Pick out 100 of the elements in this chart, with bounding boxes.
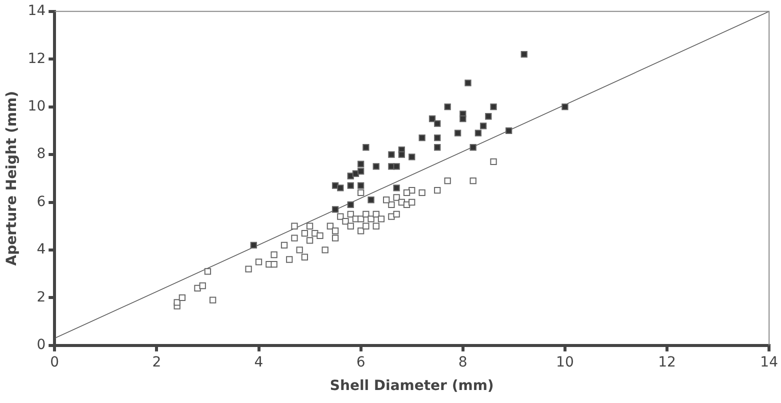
point bbox=[480, 122, 487, 130]
x-tick-label: 0 bbox=[50, 354, 60, 370]
y-tick-label: 0 bbox=[36, 337, 46, 354]
point bbox=[322, 246, 328, 254]
point bbox=[342, 218, 349, 225]
point bbox=[209, 296, 216, 304]
point bbox=[357, 189, 364, 196]
x-tick-label: 2 bbox=[152, 354, 162, 370]
y-tick-label: 10 bbox=[28, 98, 46, 114]
point bbox=[332, 234, 339, 242]
point bbox=[434, 187, 441, 194]
y-tick-label: 8 bbox=[36, 146, 46, 162]
point bbox=[337, 184, 344, 192]
point bbox=[372, 222, 380, 230]
point bbox=[255, 258, 262, 266]
point bbox=[332, 228, 339, 234]
y-tick-label: 12 bbox=[28, 50, 46, 67]
point bbox=[398, 151, 405, 158]
point bbox=[362, 144, 370, 151]
point bbox=[362, 210, 370, 218]
point bbox=[347, 182, 354, 189]
point bbox=[418, 134, 426, 142]
point bbox=[408, 154, 416, 160]
y-tick-label: 2 bbox=[36, 289, 46, 306]
point bbox=[357, 216, 364, 222]
point bbox=[280, 242, 288, 249]
point bbox=[301, 230, 308, 237]
point bbox=[357, 228, 364, 234]
point bbox=[291, 234, 298, 242]
point bbox=[460, 115, 466, 122]
x-tick-label: 8 bbox=[458, 354, 468, 370]
point bbox=[368, 216, 374, 222]
point bbox=[470, 144, 476, 151]
point bbox=[454, 130, 462, 136]
point bbox=[408, 198, 416, 206]
point bbox=[347, 222, 354, 230]
point bbox=[245, 266, 252, 272]
point bbox=[388, 213, 395, 220]
point bbox=[393, 163, 400, 170]
y-tick-label: 6 bbox=[36, 194, 46, 210]
point bbox=[444, 104, 451, 110]
point bbox=[250, 242, 257, 249]
point bbox=[326, 222, 334, 230]
point bbox=[505, 127, 512, 134]
point bbox=[474, 130, 482, 136]
point bbox=[286, 256, 293, 263]
point bbox=[434, 134, 441, 142]
point bbox=[301, 254, 308, 260]
point bbox=[270, 251, 278, 258]
y-tick-label: 4 bbox=[36, 242, 46, 258]
point bbox=[444, 177, 451, 184]
point bbox=[434, 120, 441, 127]
point bbox=[332, 182, 339, 189]
point bbox=[434, 144, 441, 151]
point bbox=[362, 222, 370, 230]
point bbox=[418, 189, 426, 196]
point bbox=[388, 151, 395, 158]
point bbox=[270, 260, 278, 268]
x-axis-title: Shell Diameter (mm) bbox=[330, 378, 494, 394]
point bbox=[368, 196, 374, 204]
point bbox=[388, 201, 395, 208]
point bbox=[347, 172, 354, 180]
point bbox=[306, 237, 314, 244]
point bbox=[347, 201, 354, 208]
point bbox=[316, 232, 324, 239]
point bbox=[393, 210, 400, 218]
point bbox=[194, 284, 201, 292]
point bbox=[291, 222, 298, 230]
point bbox=[403, 189, 410, 196]
point bbox=[357, 168, 364, 175]
point bbox=[372, 210, 380, 218]
point bbox=[372, 163, 380, 170]
x-tick-label: 14 bbox=[760, 354, 778, 370]
x-tick-label: 10 bbox=[556, 354, 574, 370]
x-tick-label: 6 bbox=[356, 354, 366, 370]
y-tick-label: 14 bbox=[28, 3, 46, 20]
x-tick-label: 4 bbox=[254, 354, 264, 370]
point bbox=[378, 216, 385, 222]
point bbox=[562, 104, 568, 110]
point bbox=[337, 213, 344, 220]
point bbox=[428, 115, 436, 122]
point bbox=[393, 184, 400, 192]
y-axis-title: Aperture Height (mm) bbox=[4, 91, 20, 266]
point bbox=[520, 51, 528, 58]
point bbox=[393, 194, 400, 201]
point bbox=[306, 222, 314, 230]
point bbox=[199, 282, 206, 290]
point bbox=[204, 268, 212, 275]
point bbox=[332, 206, 339, 213]
point bbox=[490, 158, 497, 166]
point bbox=[174, 299, 180, 306]
point bbox=[464, 80, 472, 86]
point bbox=[347, 210, 354, 218]
point bbox=[357, 182, 364, 189]
point bbox=[296, 246, 303, 254]
point bbox=[383, 196, 390, 204]
point bbox=[357, 160, 364, 168]
x-tick-label: 12 bbox=[658, 354, 676, 370]
point bbox=[490, 104, 497, 110]
point bbox=[470, 177, 476, 184]
